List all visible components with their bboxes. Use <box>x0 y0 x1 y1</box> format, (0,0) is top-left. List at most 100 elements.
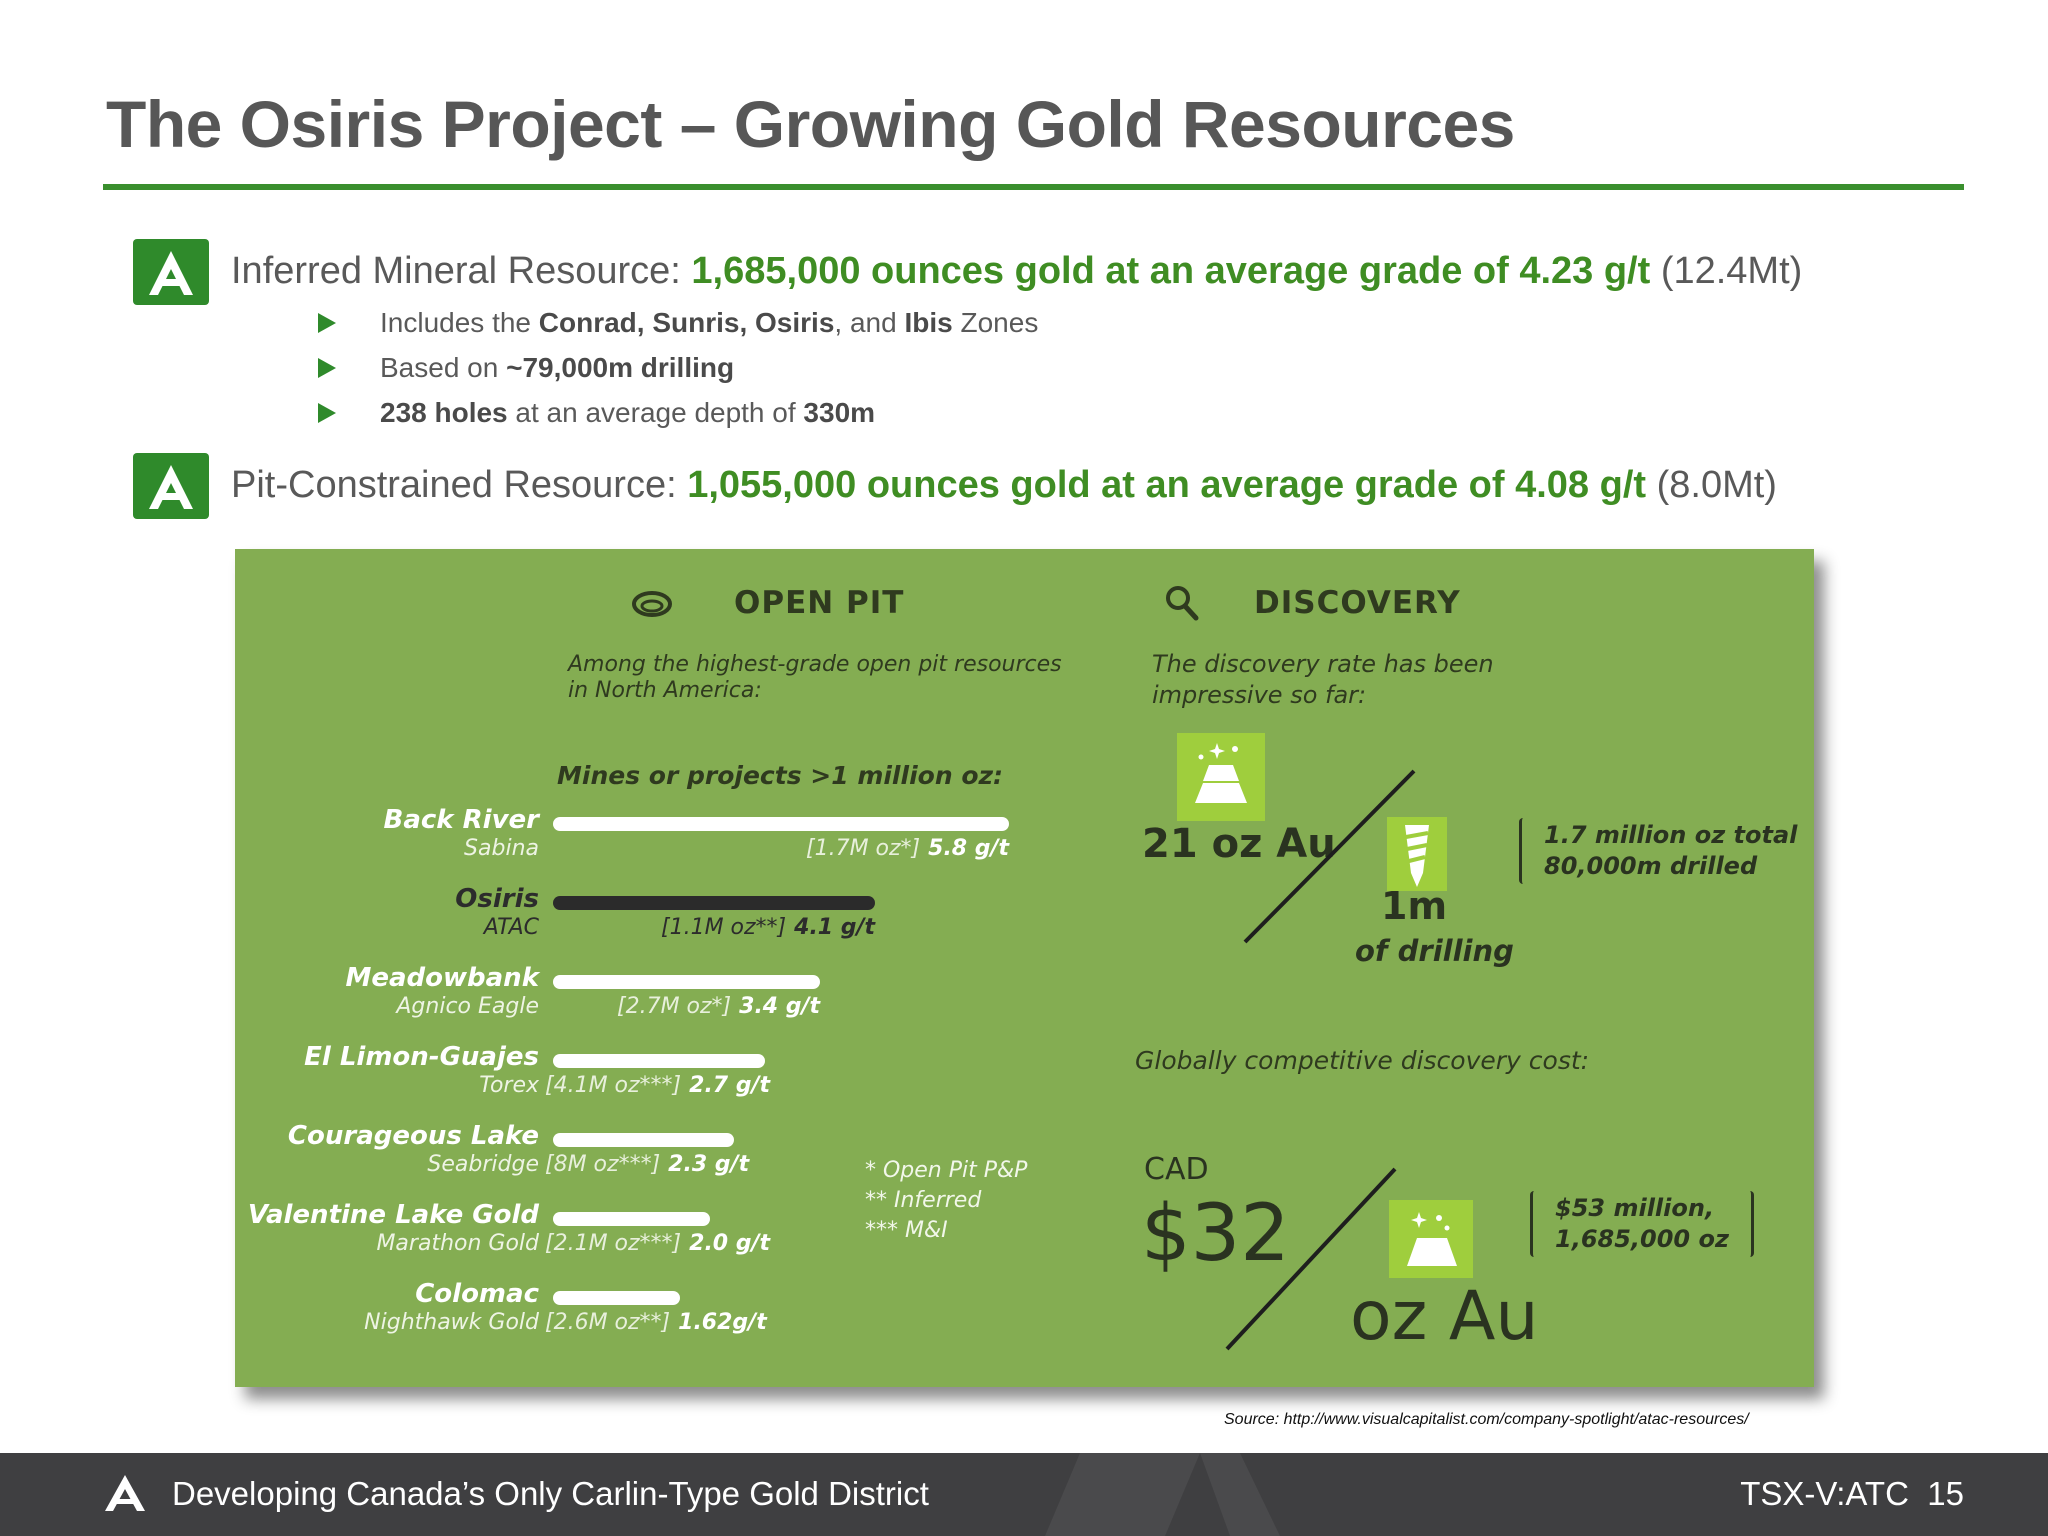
osiris-infographic: OPEN PIT Among the highest-grade open pi… <box>235 549 1814 1387</box>
inferred-highlight: 1,685,000 ounces gold at an average grad… <box>691 250 1651 292</box>
bar-data-label: [2.6M oz**] 1.62g/t <box>545 1310 767 1335</box>
bar-data-label: [1.1M oz**] 4.1 g/t <box>661 915 875 940</box>
mine-grade: 5.8 g/t <box>928 836 1010 861</box>
footnote-mi: *** M&I <box>865 1218 948 1243</box>
discovery-heading: DISCOVERY <box>1254 585 1461 621</box>
mine-resource: [2.7M oz*] <box>617 994 732 1019</box>
pit-label: Pit-Constrained Resource: <box>231 464 688 506</box>
rate-bottom-label: of drilling <box>1355 934 1514 968</box>
mine-resource: [1.7M oz*] <box>806 836 921 861</box>
mine-company: Torex <box>479 1073 539 1098</box>
rate-note: 1.7 million oz total 80,000m drilled <box>1519 818 1814 884</box>
discovery-intro: The discovery rate has been impressive s… <box>1152 650 1494 709</box>
mine-grade: 2.0 g/t <box>689 1231 771 1256</box>
atac-logo-icon <box>133 239 209 305</box>
inferred-resource-line: Inferred Mineral Resource: 1,685,000 oun… <box>231 250 1802 293</box>
mine-resource: [8M oz***] <box>545 1152 661 1177</box>
bullet-text: Includes the <box>380 307 539 338</box>
mine-company: Sabina <box>464 836 539 861</box>
bar-data-label: [8M oz***] 2.3 g/t <box>545 1152 749 1177</box>
bar-data-label: [4.1M oz***] 2.7 g/t <box>545 1073 770 1098</box>
bar-data-label: [2.1M oz***] 2.0 g/t <box>545 1231 770 1256</box>
slide-title: The Osiris Project – Growing Gold Resour… <box>106 87 1515 161</box>
bullet-bold: 238 holes <box>380 397 508 428</box>
mine-grade: 4.1 g/t <box>794 915 876 940</box>
footer-bar: Developing Canada’s Only Carlin-Type Gol… <box>0 1453 2048 1536</box>
cost-unit: oz Au <box>1350 1277 1539 1356</box>
mine-name: Courageous Lake <box>287 1121 539 1151</box>
mine-name: Valentine Lake Gold <box>247 1200 539 1230</box>
mine-resource: [1.1M oz**] <box>661 915 787 940</box>
footer-tagline: Developing Canada’s Only Carlin-Type Gol… <box>172 1475 929 1512</box>
cost-value: $32 <box>1141 1189 1290 1279</box>
mine-company: Seabridge <box>427 1152 539 1177</box>
open-pit-intro: Among the highest-grade open pit resourc… <box>568 652 1062 703</box>
cost-note: $53 million, 1,685,000 oz <box>1530 1191 1754 1257</box>
open-pit-heading: OPEN PIT <box>734 585 905 621</box>
pit-highlight: 1,055,000 ounces gold at an average grad… <box>687 464 1647 506</box>
drill-bit-icon <box>1387 817 1447 891</box>
mine-company: Agnico Eagle <box>396 994 539 1019</box>
mine-grade: 2.3 g/t <box>668 1152 750 1177</box>
grade-bar <box>553 817 1009 831</box>
bullet-text: , and <box>834 307 905 338</box>
mine-grade: 1.62g/t <box>678 1310 767 1335</box>
rate-note-total: 1.7 million oz total <box>1544 821 1798 849</box>
open-pit-icon <box>632 591 672 617</box>
cost-note-amount: $53 million, <box>1555 1194 1715 1222</box>
grade-bar <box>553 1291 680 1305</box>
grade-bar <box>553 896 875 910</box>
bullet-arrow-icon <box>318 313 336 333</box>
mine-grade: 3.4 g/t <box>739 994 821 1019</box>
page-number: 15 <box>1927 1475 1964 1512</box>
chart-footnotes: * Open Pit P&P ** Inferred *** M&I <box>865 1156 1027 1246</box>
rate-note-drilled: 80,000m drilled <box>1544 852 1758 880</box>
atac-footer-logo-icon <box>105 1475 145 1511</box>
mine-name: Meadowbank <box>345 963 539 993</box>
bar-data-label: [2.7M oz*] 3.4 g/t <box>617 994 820 1019</box>
bullet-bold: 330m <box>803 397 876 428</box>
inferred-label: Inferred Mineral Resource: <box>231 250 692 292</box>
gold-nugget-icon <box>1389 1200 1473 1278</box>
bullet-text: Zones <box>952 307 1039 338</box>
cost-currency: CAD <box>1144 1152 1209 1187</box>
mine-name: Colomac <box>415 1279 539 1309</box>
mine-company: Marathon Gold <box>376 1231 539 1256</box>
pit-resource-line: Pit-Constrained Resource: 1,055,000 ounc… <box>231 464 1777 507</box>
bar-data-label: [1.7M oz*] 5.8 g/t <box>806 836 1009 861</box>
rate-top-value: 21 oz Au <box>1142 821 1336 867</box>
footer-ticker: TSX-V:ATC <box>1740 1475 1909 1512</box>
gold-bars-icon <box>1177 733 1265 821</box>
bullet-bold: Ibis <box>904 307 953 338</box>
title-divider <box>103 184 1964 190</box>
magnifier-icon <box>1166 586 1199 621</box>
cost-slash <box>1225 1167 1397 1351</box>
mine-company: ATAC <box>483 915 539 940</box>
source-citation: Source: http://www.visualcapitalist.com/… <box>1224 1411 1749 1428</box>
cost-note-ounces: 1,685,000 oz <box>1555 1225 1729 1253</box>
grade-bar <box>553 1212 710 1226</box>
bullet-text: at an average depth of <box>507 397 804 428</box>
pit-suffix: (8.0Mt) <box>1646 464 1777 506</box>
mine-company: Nighthawk Gold <box>364 1310 539 1335</box>
chart-title: Mines or projects >1 million oz: <box>557 761 1004 790</box>
ratio-slash <box>1243 769 1416 944</box>
mine-name: El Limon-Guajes <box>304 1042 539 1072</box>
cost-heading: Globally competitive discovery cost: <box>1135 1046 1590 1075</box>
bullet-bold: ~79,000m drilling <box>506 352 735 383</box>
mine-resource: [2.1M oz***] <box>545 1231 682 1256</box>
atac-logo-icon <box>133 453 209 519</box>
inferred-suffix: (12.4Mt) <box>1650 250 1803 292</box>
mine-grade: 2.7 g/t <box>689 1073 771 1098</box>
footnote-open-pit: * Open Pit P&P <box>865 1158 1028 1183</box>
footer-decoration <box>1045 1453 1280 1536</box>
mine-resource: [4.1M oz***] <box>545 1073 682 1098</box>
rate-bottom-value: 1m <box>1381 884 1448 928</box>
grade-bar <box>553 1133 734 1147</box>
bullet-bold: Conrad, Sunris, Osiris <box>538 307 835 338</box>
bullet-arrow-icon <box>318 358 336 378</box>
footer-ticker-page: TSX-V:ATC 15 <box>1740 1475 1964 1513</box>
mine-resource: [2.6M oz**] <box>545 1310 671 1335</box>
footnote-inferred: ** Inferred <box>865 1188 982 1213</box>
mine-name: Back River <box>383 805 539 835</box>
